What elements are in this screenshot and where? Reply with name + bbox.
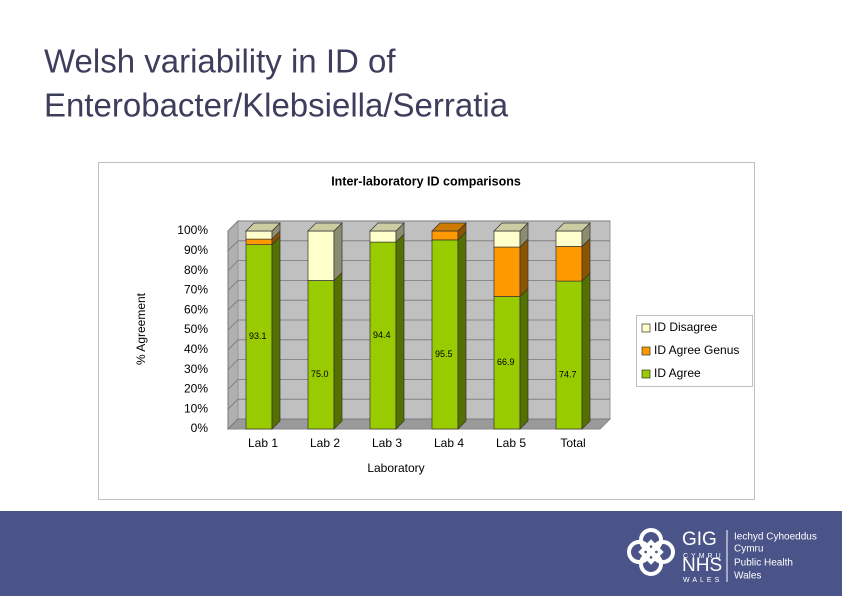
legend-swatch bbox=[641, 323, 651, 333]
value-label: 93.1 bbox=[249, 331, 267, 341]
bar-side bbox=[333, 271, 343, 430]
bar-top bbox=[369, 222, 405, 232]
grid-line bbox=[227, 220, 610, 232]
floor bbox=[226, 418, 612, 430]
logo-wales: WALES bbox=[683, 577, 722, 584]
y-tick-label: 100% bbox=[177, 223, 208, 237]
bar-side bbox=[519, 287, 529, 430]
x-tick-label: Lab 2 bbox=[310, 436, 340, 450]
y-tick-label: 70% bbox=[184, 283, 208, 297]
plot: 0% 10% 20% 30% 40% 50% 60% 70% 80% 90% 100% Lab 1 93… bbox=[177, 219, 739, 450]
value-label: 66.9 bbox=[497, 357, 515, 367]
y-tick-label: 50% bbox=[184, 322, 208, 336]
y-axis-title: % Agreement bbox=[134, 292, 148, 365]
logo-org: Wales bbox=[734, 571, 761, 582]
x-tick-label: Lab 3 bbox=[372, 436, 402, 450]
y-tick-label: 90% bbox=[184, 243, 208, 257]
slide-title: Enterobacter/Klebsiella/Serratia bbox=[44, 87, 509, 124]
grid-line bbox=[227, 279, 610, 291]
bar-top bbox=[555, 222, 591, 232]
grid-line bbox=[227, 260, 610, 271]
grid-line bbox=[227, 398, 610, 410]
y-tick-label: 20% bbox=[184, 382, 208, 396]
value-label: 74.7 bbox=[559, 369, 577, 379]
bar-top bbox=[493, 222, 529, 232]
grid-line bbox=[227, 319, 610, 331]
x-axis-title: Laboratory bbox=[367, 461, 424, 475]
bar-segment bbox=[493, 246, 521, 297]
grid-line bbox=[227, 418, 610, 430]
x-tick-label: Lab 5 bbox=[496, 436, 526, 450]
bar-side bbox=[519, 238, 529, 298]
value-label: 95.5 bbox=[435, 349, 453, 359]
legend-label: ID Agree Genus bbox=[654, 343, 739, 357]
bar-side bbox=[457, 231, 467, 430]
bar-segment bbox=[431, 239, 459, 430]
value-label: 94.4 bbox=[373, 330, 391, 340]
grid-line bbox=[227, 240, 610, 252]
bar-side bbox=[271, 235, 281, 430]
y-tick-label: 30% bbox=[184, 362, 208, 376]
logo-gig: GIG bbox=[682, 529, 717, 550]
grid-line bbox=[227, 359, 610, 370]
grid-line bbox=[227, 378, 610, 390]
legend bbox=[636, 315, 753, 387]
bar-segment bbox=[555, 230, 583, 247]
bar-segment bbox=[245, 238, 273, 246]
bar-segment bbox=[369, 241, 397, 430]
logo-org: Cymru bbox=[734, 544, 763, 555]
x-tick-label: Lab 4 bbox=[434, 436, 464, 450]
logo-nhs: NHS bbox=[682, 555, 722, 576]
bar-segment bbox=[431, 230, 459, 241]
bar-segment bbox=[369, 230, 397, 243]
footer-band bbox=[0, 511, 842, 596]
legend-label: ID Agree bbox=[654, 366, 701, 380]
bar-top bbox=[245, 222, 281, 232]
y-tick-label: 0% bbox=[191, 421, 209, 435]
x-tick-label: Total bbox=[560, 436, 585, 450]
y-tick-label: 80% bbox=[184, 263, 208, 277]
logo-cymru: CYMRU bbox=[683, 553, 724, 560]
bar-segment bbox=[245, 230, 273, 240]
legend-swatch bbox=[641, 346, 651, 356]
grid-line bbox=[227, 339, 610, 351]
bar-side bbox=[581, 272, 591, 430]
grid-line bbox=[227, 299, 610, 311]
y-tick-label: 60% bbox=[184, 302, 208, 316]
logo-emblem bbox=[627, 528, 675, 576]
bar-segment bbox=[493, 230, 521, 248]
bar-top bbox=[431, 222, 467, 232]
bar-side bbox=[395, 233, 405, 430]
chart-title: Inter-laboratory ID comparisons bbox=[331, 174, 521, 188]
logo: GIG CYMRU NHS WALES Iechyd Cyhoeddus Cym… bbox=[627, 528, 817, 584]
value-label: 75.0 bbox=[311, 369, 329, 379]
logo-org: Iechyd Cyhoeddus bbox=[734, 532, 817, 543]
y-tick-label: 40% bbox=[184, 342, 208, 356]
y-tick-label: 10% bbox=[184, 401, 208, 415]
bar-segment bbox=[555, 280, 583, 430]
legend-swatch bbox=[641, 369, 651, 379]
bar-segment bbox=[307, 280, 335, 430]
legend-label: ID Disagree bbox=[654, 320, 718, 334]
bar-segment bbox=[245, 244, 273, 430]
bar-side bbox=[333, 222, 343, 282]
x-tick-label: Lab 1 bbox=[248, 436, 278, 450]
slide-title: Welsh variability in ID of bbox=[44, 43, 396, 80]
logo-org: Public Health bbox=[734, 558, 793, 569]
bar-segment bbox=[555, 246, 583, 282]
bar-segment bbox=[307, 230, 335, 281]
bar-top bbox=[307, 222, 343, 232]
